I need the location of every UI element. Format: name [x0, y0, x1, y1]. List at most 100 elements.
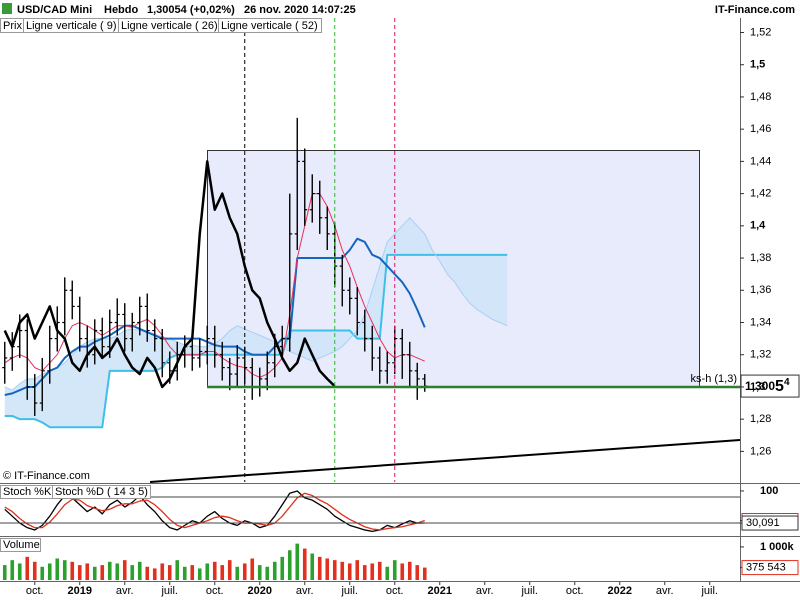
y-tick-label: 1,44: [750, 155, 771, 167]
last-price-box: [740, 374, 800, 398]
volume-bar: [220, 565, 225, 580]
volume-bar: [407, 561, 412, 580]
legend-label: Ligne verticale ( 26): [121, 20, 218, 32]
volume-bar: [422, 567, 427, 580]
x-tick-label: 2020: [248, 585, 272, 597]
volume-bar: [85, 563, 90, 580]
volume-bar: [175, 560, 180, 580]
volume-bar: [100, 565, 105, 580]
y-tick-label: 1,32: [750, 349, 771, 361]
y-tick-label: 1,28: [750, 413, 771, 425]
logo-icon: [2, 3, 12, 14]
legend-label: Ligne verticale ( 52): [221, 20, 318, 32]
volume-bar: [197, 568, 202, 580]
y-tick-label: 1,34: [750, 316, 771, 328]
instrument: USD/CAD Mini: [17, 4, 92, 16]
x-tick-label: juil.: [520, 585, 538, 597]
volume-bar: [25, 556, 30, 580]
last-price-main: 1,300: [745, 379, 775, 393]
trend-line: [149, 439, 741, 483]
y-tick-label: 1,5: [750, 59, 765, 71]
volume-bar: [310, 553, 315, 580]
volume-bar: [122, 560, 127, 580]
x-tick-label: juil.: [340, 585, 358, 597]
volume-bar: [10, 560, 15, 580]
x-tick-label: 2019: [68, 585, 92, 597]
x-tick-label: 2022: [608, 585, 632, 597]
legend-label: Stoch %K: [3, 486, 52, 498]
legend-box: [52, 485, 151, 499]
volume-bar: [340, 561, 345, 580]
volume-bar: [280, 556, 285, 580]
volume-bar: [92, 566, 97, 580]
source: IT-Finance.com: [715, 4, 795, 16]
volume-bar: [17, 563, 22, 580]
legend: Prix Ligne verticale ( 9) Ligne vertical…: [0, 18, 322, 33]
volume-bar: [47, 563, 52, 580]
y-tick-label: 1,3: [750, 381, 765, 393]
level-label: ks-h (1,3): [691, 373, 737, 385]
tick-label-box: [741, 515, 799, 531]
y-tick-label: 1,42: [750, 188, 771, 200]
x-tick-label: 2021: [428, 585, 452, 597]
price-panel: [2, 18, 740, 482]
watermark: © IT-Finance.com: [3, 470, 90, 482]
y-tick-label: 1,36: [750, 284, 771, 296]
last-price-tenth: 4: [784, 377, 790, 388]
volume-bar: [182, 566, 187, 580]
volume-bar: [62, 560, 67, 580]
legend-label: Ligne verticale ( 9): [26, 20, 117, 32]
volume-bar: [115, 563, 120, 580]
volume-bar: [152, 568, 157, 580]
y-tick-label: 1,4: [750, 220, 766, 232]
volume-bar: [347, 563, 352, 580]
volume-bar: [77, 565, 82, 580]
y-tick-label: 1,52: [750, 26, 771, 38]
volume-bar: [227, 560, 232, 580]
volume-bar: [265, 566, 270, 580]
volume-bar: [70, 561, 75, 580]
panel-title: Volume: [3, 539, 40, 551]
indicator-line: [4, 217, 508, 391]
cloud: [4, 217, 508, 428]
volume-bar: [137, 561, 142, 580]
y-tick-label: 1,38: [750, 252, 771, 264]
legend-label: Prix: [3, 20, 22, 32]
volume-bar: [55, 558, 60, 580]
x-tick-label: avr.: [656, 585, 674, 597]
volume-bar: [400, 563, 405, 580]
y-tick-label: 1,46: [750, 123, 771, 135]
volume-bar: [32, 561, 37, 580]
volume-bar: [415, 565, 420, 580]
volume-bar: [295, 543, 300, 580]
last-price-pips: 5: [775, 378, 784, 395]
volume-bar: [160, 563, 165, 580]
x-tick-label: avr.: [116, 585, 134, 597]
volume-bar: [377, 561, 382, 580]
x-tick-label: juil.: [700, 585, 718, 597]
volume-bar: [302, 548, 307, 580]
y-tick-label: 30,091: [746, 517, 780, 529]
y-tick-label: 1,48: [750, 91, 771, 103]
volume-panel: [2, 543, 427, 580]
y-tick-label: 100: [760, 485, 778, 497]
volume-bar: [205, 563, 210, 580]
volume-bar: [250, 558, 255, 580]
volume-bar: [167, 565, 172, 580]
volume-bar: [362, 565, 367, 580]
stoch-line: [4, 492, 425, 531]
volume-bar: [212, 561, 217, 580]
volume-bar: [190, 565, 195, 580]
last-price: 1,30054: [745, 377, 790, 396]
x-tick-label: avr.: [296, 585, 314, 597]
volume-bar: [40, 566, 45, 580]
volume-bar: [2, 565, 7, 580]
legend-box: [218, 18, 322, 33]
legend-label: Stoch %D ( 14 3 5): [55, 486, 148, 498]
volume-bar: [107, 561, 112, 580]
volume-bar: [332, 560, 337, 580]
legend-box: [0, 538, 41, 552]
volume-bar: [392, 560, 397, 580]
x-tick-label: oct.: [26, 585, 44, 597]
